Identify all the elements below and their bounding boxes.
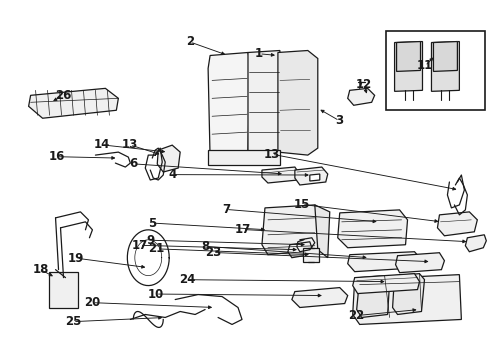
Text: 11: 11 (416, 59, 432, 72)
Text: 4: 4 (168, 168, 176, 181)
Polygon shape (262, 167, 299, 183)
Text: 13: 13 (263, 148, 279, 161)
Polygon shape (392, 274, 424, 315)
Polygon shape (395, 253, 444, 273)
Polygon shape (208, 150, 279, 165)
Polygon shape (396, 41, 420, 71)
Polygon shape (352, 274, 419, 293)
Polygon shape (29, 88, 118, 118)
Polygon shape (437, 212, 476, 236)
Polygon shape (337, 210, 407, 248)
Text: 14: 14 (94, 138, 110, 151)
Text: 21: 21 (148, 242, 164, 255)
Polygon shape (465, 235, 486, 252)
Text: 8: 8 (201, 240, 209, 253)
Text: 18: 18 (32, 263, 49, 276)
Polygon shape (314, 205, 329, 258)
Text: 1: 1 (255, 47, 263, 60)
Text: 19: 19 (68, 252, 84, 265)
Text: 16: 16 (48, 150, 65, 163)
Text: 25: 25 (64, 315, 81, 328)
Polygon shape (347, 252, 421, 272)
Polygon shape (262, 205, 319, 255)
Text: 20: 20 (84, 296, 101, 309)
Text: 17: 17 (131, 239, 147, 252)
Polygon shape (432, 41, 456, 71)
Polygon shape (430, 41, 458, 91)
Text: 26: 26 (55, 89, 71, 102)
Polygon shape (352, 275, 461, 324)
Text: 6: 6 (129, 157, 137, 170)
Polygon shape (208, 53, 249, 158)
Polygon shape (356, 276, 389, 318)
Text: 10: 10 (147, 288, 163, 301)
Text: 2: 2 (185, 35, 194, 49)
Text: 22: 22 (348, 309, 364, 322)
Polygon shape (294, 167, 327, 185)
Text: 17: 17 (234, 223, 250, 236)
Polygon shape (309, 174, 319, 181)
Text: 7: 7 (222, 203, 229, 216)
Text: 5: 5 (147, 216, 156, 230)
Bar (302, 248, 318, 262)
Polygon shape (394, 41, 422, 91)
Bar (48, 272, 78, 307)
Text: 9: 9 (146, 234, 155, 247)
Text: 13: 13 (122, 138, 138, 151)
Polygon shape (347, 88, 374, 105)
Text: 24: 24 (179, 273, 195, 286)
Polygon shape (291, 288, 347, 307)
Polygon shape (277, 50, 317, 155)
Polygon shape (287, 242, 311, 258)
Bar (385, 31, 484, 110)
Text: 23: 23 (204, 246, 221, 259)
Text: 15: 15 (293, 198, 309, 211)
Text: 3: 3 (335, 114, 343, 127)
Text: 12: 12 (355, 78, 371, 91)
Polygon shape (247, 50, 279, 152)
Polygon shape (157, 145, 180, 172)
